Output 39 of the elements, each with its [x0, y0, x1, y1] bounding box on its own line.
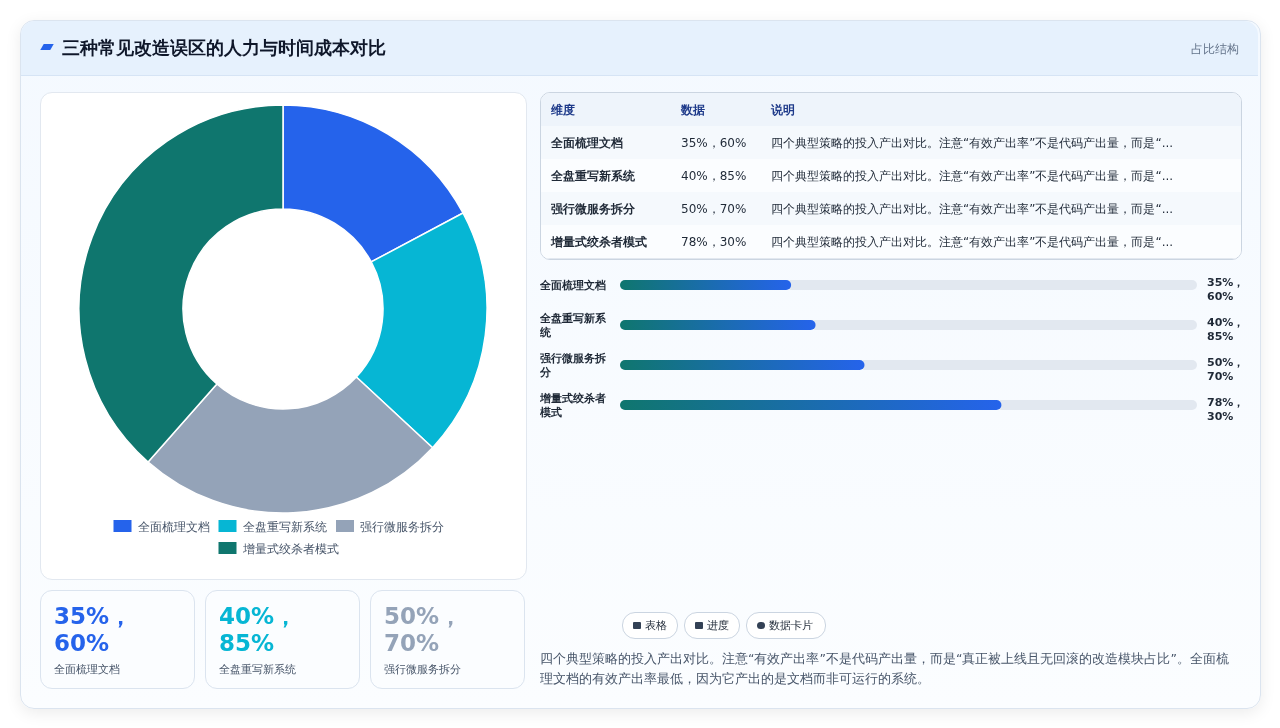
text: 说明 — [771, 102, 795, 119]
text: 50%，70% — [384, 603, 463, 657]
y-tick-label: 强行微服务拆分 — [539, 352, 606, 379]
text: 表格 — [645, 618, 667, 633]
text: 50%，70% — [681, 201, 747, 218]
text: 强行微服务拆分 — [384, 662, 461, 677]
text: 35%，60% — [681, 135, 747, 152]
text: 四个典型策略的投入产出对比。注意“有效产出率”不是代码产出量，而是“... — [771, 234, 1174, 251]
data-label: 50%，70% — [1207, 356, 1245, 383]
y-tick-label: 增量式绞杀者模式 — [539, 392, 606, 419]
data-label: 40%，85% — [1207, 316, 1245, 343]
text: 35%，60% — [54, 603, 133, 657]
text: 数据 — [681, 102, 705, 119]
text: 维度 — [551, 102, 575, 119]
legend-label: 全面梳理文档 — [137, 520, 210, 534]
text: 四个典型策略的投入产出对比。注意“有效产出率”不是代码产出量，而是“... — [771, 168, 1174, 185]
text: 全盘重写新系统 — [551, 168, 635, 185]
text: 全面梳理文档 — [551, 135, 623, 152]
text: 数据卡片 — [769, 618, 813, 633]
text: 全盘重写新系统 — [219, 662, 296, 677]
text: 78%，30% — [681, 234, 747, 251]
text: 增量式绞杀者模式 — [551, 234, 647, 251]
y-tick-label: 全面梳理文档 — [539, 279, 606, 292]
data-label: 35%，60% — [1207, 276, 1245, 303]
y-tick-label: 全盘重写新系统 — [539, 312, 607, 339]
text: 四个典型策略的投入产出对比。注意“有效产出率”不是代码产出量，而是“... — [771, 135, 1174, 152]
text: 40%，85% — [219, 603, 298, 657]
text: 四个典型策略的投入产出对比。注意“有效产出率”不是代码产出量，而是“... — [771, 201, 1174, 218]
chart-title: 三种常见改造误区的人力与时间成本对比 — [62, 36, 386, 60]
data-label: 78%，30% — [1207, 396, 1245, 423]
text: 全面梳理文档 — [54, 662, 120, 677]
text: 进度 — [707, 618, 729, 633]
legend-label: 全盘重写新系统 — [242, 520, 327, 534]
legend-label: 增量式绞杀者模式 — [241, 542, 339, 556]
text: 四个典型策略的投入产出对比。注意“有效产出率”不是代码产出量，而是“真正被上线且无回滚的改造模块占比”。全面梳理文档的有效产出率最低，因为它产出的是文档而非可运行的系统。 — [540, 650, 1230, 688]
text: 40%，85% — [681, 168, 747, 185]
text: 占比结构 — [1191, 41, 1239, 58]
legend-label: 强行微服务拆分 — [360, 520, 444, 534]
text: 强行微服务拆分 — [551, 201, 635, 218]
